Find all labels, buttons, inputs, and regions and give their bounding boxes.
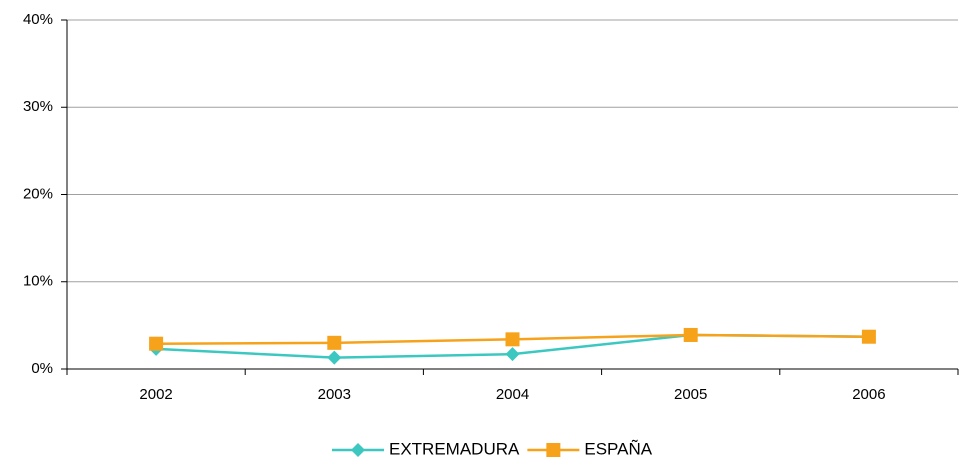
data-point	[327, 350, 342, 365]
data-point	[683, 327, 698, 342]
x-tick-label: 2004	[496, 386, 529, 403]
x-tick-label: 2006	[852, 386, 885, 403]
y-tick-label: 30%	[23, 98, 53, 115]
data-point	[505, 332, 520, 347]
y-tick-label: 10%	[23, 273, 53, 290]
data-point	[149, 336, 164, 351]
y-tick-label: 0%	[31, 360, 53, 377]
y-tick-label: 40%	[23, 11, 53, 28]
x-tick-label: 2002	[139, 386, 172, 403]
legend-marker	[546, 443, 561, 457]
data-point	[861, 329, 876, 344]
x-tick-label: 2003	[318, 386, 351, 403]
data-point	[505, 347, 520, 362]
legend-label: ESPAÑA	[584, 439, 652, 458]
y-tick-label: 20%	[23, 185, 53, 202]
legend-marker	[351, 443, 365, 457]
x-tick-label: 2005	[674, 386, 707, 403]
legend-label: EXTREMADURA	[389, 439, 520, 458]
data-point	[327, 335, 342, 350]
